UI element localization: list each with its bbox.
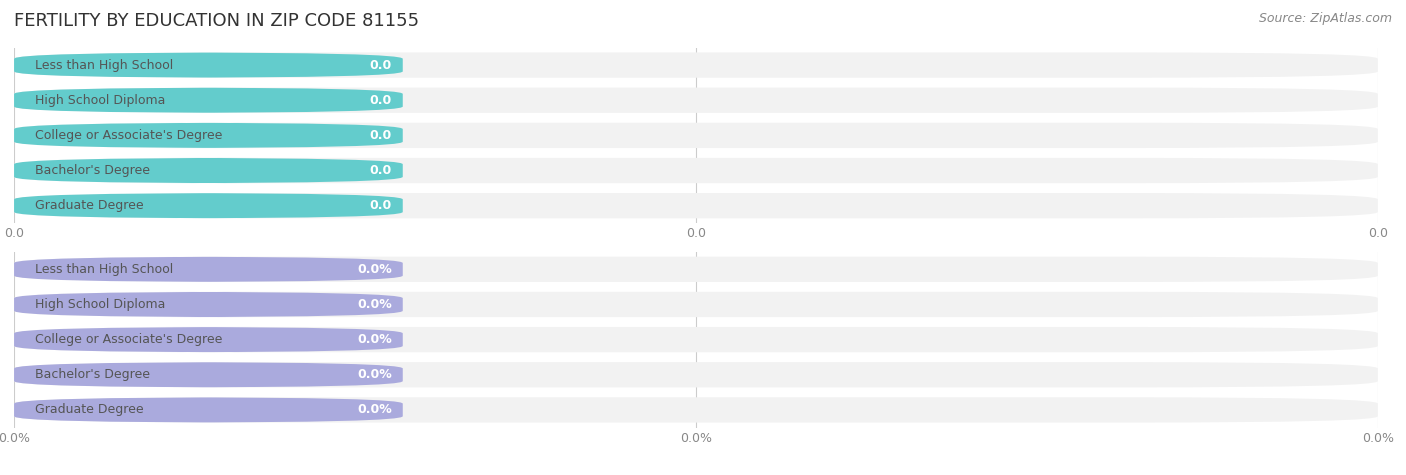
FancyBboxPatch shape (14, 52, 402, 78)
FancyBboxPatch shape (14, 292, 1378, 317)
FancyBboxPatch shape (14, 123, 1378, 148)
Text: 0.0%: 0.0% (357, 298, 392, 311)
Text: 0.0: 0.0 (370, 199, 392, 212)
FancyBboxPatch shape (14, 292, 402, 317)
Text: Source: ZipAtlas.com: Source: ZipAtlas.com (1258, 12, 1392, 25)
Text: 0.0%: 0.0% (357, 333, 392, 346)
FancyBboxPatch shape (14, 193, 1378, 219)
Text: College or Associate's Degree: College or Associate's Degree (35, 129, 222, 142)
Text: 0.0: 0.0 (370, 94, 392, 107)
Text: Graduate Degree: Graduate Degree (35, 199, 143, 212)
Text: College or Associate's Degree: College or Associate's Degree (35, 333, 222, 346)
FancyBboxPatch shape (14, 87, 1378, 113)
FancyBboxPatch shape (14, 193, 402, 219)
FancyBboxPatch shape (14, 158, 1378, 183)
Text: 0.0%: 0.0% (357, 263, 392, 276)
Text: Less than High School: Less than High School (35, 58, 173, 72)
FancyBboxPatch shape (14, 362, 1378, 388)
Text: High School Diploma: High School Diploma (35, 298, 165, 311)
Text: 0.0%: 0.0% (357, 403, 392, 417)
FancyBboxPatch shape (14, 362, 402, 388)
Text: Bachelor's Degree: Bachelor's Degree (35, 368, 149, 381)
FancyBboxPatch shape (14, 256, 402, 282)
Text: 0.0: 0.0 (370, 164, 392, 177)
FancyBboxPatch shape (14, 327, 1378, 352)
Text: Graduate Degree: Graduate Degree (35, 403, 143, 417)
Text: 0.0%: 0.0% (357, 368, 392, 381)
FancyBboxPatch shape (14, 397, 1378, 423)
Text: High School Diploma: High School Diploma (35, 94, 165, 107)
FancyBboxPatch shape (14, 256, 1378, 282)
FancyBboxPatch shape (14, 158, 402, 183)
FancyBboxPatch shape (14, 327, 402, 352)
Text: 0.0: 0.0 (370, 58, 392, 72)
FancyBboxPatch shape (14, 123, 402, 148)
Text: 0.0: 0.0 (370, 129, 392, 142)
Text: Less than High School: Less than High School (35, 263, 173, 276)
FancyBboxPatch shape (14, 87, 402, 113)
FancyBboxPatch shape (14, 52, 1378, 78)
Text: Bachelor's Degree: Bachelor's Degree (35, 164, 149, 177)
Text: FERTILITY BY EDUCATION IN ZIP CODE 81155: FERTILITY BY EDUCATION IN ZIP CODE 81155 (14, 12, 419, 30)
FancyBboxPatch shape (14, 397, 402, 423)
